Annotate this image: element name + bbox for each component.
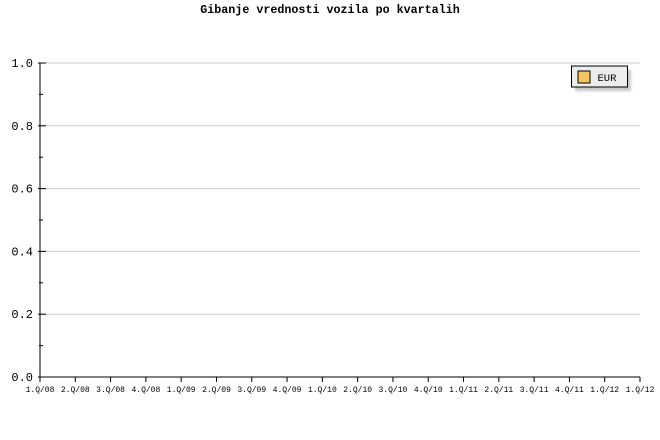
svg-text:3.Q/11: 3.Q/11 [520,386,549,395]
svg-text:1.Q/12: 1.Q/12 [626,386,655,395]
svg-text:4.Q/09: 4.Q/09 [273,386,302,395]
svg-text:4.Q/08: 4.Q/08 [131,386,160,395]
svg-text:4.Q/10: 4.Q/10 [414,386,443,395]
svg-text:4.Q/11: 4.Q/11 [555,386,584,395]
svg-text:0.2: 0.2 [11,308,33,322]
svg-text:3.Q/08: 3.Q/08 [96,386,125,395]
svg-text:0.8: 0.8 [11,120,33,134]
svg-text:1.Q/12: 1.Q/12 [590,386,619,395]
svg-text:0.0: 0.0 [11,371,33,385]
svg-text:1.Q/11: 1.Q/11 [449,386,478,395]
svg-text:EUR: EUR [598,73,618,85]
svg-text:3.Q/10: 3.Q/10 [379,386,408,395]
svg-text:1.Q/09: 1.Q/09 [167,386,196,395]
svg-text:2.Q/11: 2.Q/11 [484,386,513,395]
svg-text:0.6: 0.6 [11,183,33,197]
svg-text:0.4: 0.4 [11,245,33,259]
svg-text:1.0: 1.0 [11,57,33,71]
svg-text:3.Q/09: 3.Q/09 [237,386,266,395]
svg-text:2.Q/09: 2.Q/09 [202,386,231,395]
svg-text:2.Q/10: 2.Q/10 [343,386,372,395]
svg-text:1.Q/08: 1.Q/08 [26,386,55,395]
svg-text:1.Q/10: 1.Q/10 [308,386,337,395]
svg-text:2.Q/08: 2.Q/08 [61,386,90,395]
